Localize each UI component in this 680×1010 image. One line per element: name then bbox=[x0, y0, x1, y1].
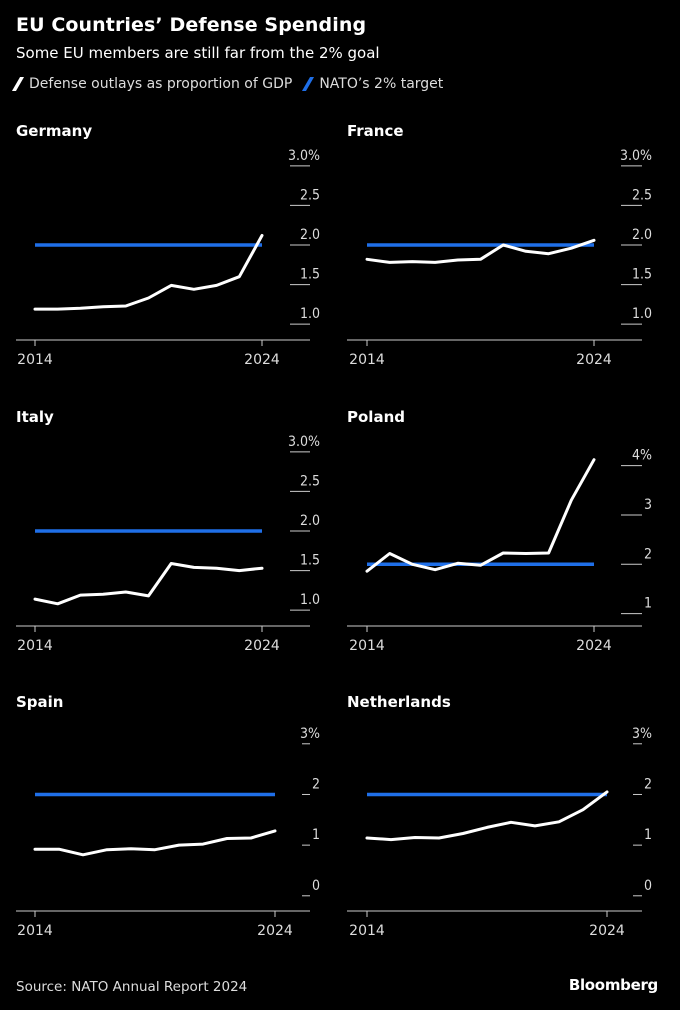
x-tick-label-netherlands-1: 2024 bbox=[589, 923, 625, 939]
panel-title-germany: Germany bbox=[16, 122, 92, 140]
y-tick-label-poland-2: 3 bbox=[644, 497, 652, 513]
y-tick-label-spain-3: 3% bbox=[300, 726, 320, 742]
panel-title-poland: Poland bbox=[347, 408, 405, 426]
y-tick-label-italy-2: 2.0 bbox=[300, 513, 320, 529]
y-tick-label-netherlands-0: 0 bbox=[644, 878, 652, 894]
y-tick-label-germany-3: 2.5 bbox=[300, 187, 320, 203]
y-tick-label-france-4: 3.0% bbox=[620, 148, 652, 164]
x-tick-label-spain-1: 2024 bbox=[257, 923, 293, 939]
y-tick-label-germany-1: 1.5 bbox=[300, 267, 320, 283]
y-tick-label-italy-4: 3.0% bbox=[288, 434, 320, 450]
y-tick-label-italy-1: 1.5 bbox=[300, 553, 320, 569]
y-tick-label-germany-4: 3.0% bbox=[288, 148, 320, 164]
x-tick-label-poland-0: 2014 bbox=[349, 638, 385, 654]
y-tick-label-france-0: 1.0 bbox=[632, 306, 652, 322]
y-tick-label-italy-3: 2.5 bbox=[300, 473, 320, 489]
legend-item-target: NATO’s 2% target bbox=[302, 76, 444, 92]
panel-title-netherlands: Netherlands bbox=[347, 693, 451, 711]
x-tick-label-netherlands-0: 2014 bbox=[349, 923, 385, 939]
x-tick-label-italy-0: 2014 bbox=[17, 638, 53, 654]
x-tick-label-italy-1: 2024 bbox=[244, 638, 280, 654]
y-tick-label-poland-1: 2 bbox=[644, 546, 652, 562]
outlays-line-spain bbox=[33, 829, 277, 857]
y-tick-label-spain-1: 1 bbox=[312, 827, 320, 843]
panel-title-spain: Spain bbox=[16, 693, 63, 711]
outlays-line-france bbox=[365, 238, 596, 264]
y-tick-label-france-2: 2.0 bbox=[632, 227, 652, 243]
chart-title: EU Countries’ Defense Spending bbox=[16, 14, 367, 36]
bloomberg-logo: Bloomberg bbox=[568, 976, 658, 994]
outlays-line-germany bbox=[33, 234, 264, 311]
outlays-line-netherlands bbox=[365, 790, 609, 842]
legend-item-outlays: Defense outlays as proportion of GDP bbox=[11, 76, 293, 92]
x-tick-label-france-1: 2024 bbox=[576, 352, 612, 368]
panel-title-italy: Italy bbox=[16, 408, 54, 426]
legend-label-target: NATO’s 2% target bbox=[319, 76, 444, 92]
source-note: Source: NATO Annual Report 2024 bbox=[16, 979, 248, 995]
y-tick-label-italy-0: 1.0 bbox=[300, 592, 320, 608]
panel-title-france: France bbox=[347, 122, 404, 140]
legend: Defense outlays as proportion of GDP NAT… bbox=[11, 76, 457, 92]
y-tick-label-germany-0: 1.0 bbox=[300, 306, 320, 322]
x-tick-label-germany-1: 2024 bbox=[244, 352, 280, 368]
y-tick-label-france-1: 1.5 bbox=[632, 267, 652, 283]
legend-label-outlays: Defense outlays as proportion of GDP bbox=[29, 76, 293, 92]
outlays-line-poland bbox=[365, 458, 596, 573]
y-tick-label-germany-2: 2.0 bbox=[300, 227, 320, 243]
outlays-line-italy bbox=[33, 562, 264, 606]
x-tick-label-spain-0: 2014 bbox=[17, 923, 53, 939]
chart-subtitle: Some EU members are still far from the 2… bbox=[16, 44, 380, 62]
x-tick-label-france-0: 2014 bbox=[349, 352, 385, 368]
y-tick-label-poland-0: 1 bbox=[644, 596, 652, 612]
y-tick-label-netherlands-1: 1 bbox=[644, 827, 652, 843]
y-tick-label-spain-0: 0 bbox=[312, 878, 320, 894]
y-tick-label-netherlands-3: 3% bbox=[632, 726, 652, 742]
x-tick-label-germany-0: 2014 bbox=[17, 352, 53, 368]
y-tick-label-spain-2: 2 bbox=[312, 776, 320, 792]
y-tick-label-netherlands-2: 2 bbox=[644, 776, 652, 792]
y-tick-label-poland-3: 4% bbox=[632, 448, 652, 464]
y-tick-label-france-3: 2.5 bbox=[632, 187, 652, 203]
x-tick-label-poland-1: 2024 bbox=[576, 638, 612, 654]
